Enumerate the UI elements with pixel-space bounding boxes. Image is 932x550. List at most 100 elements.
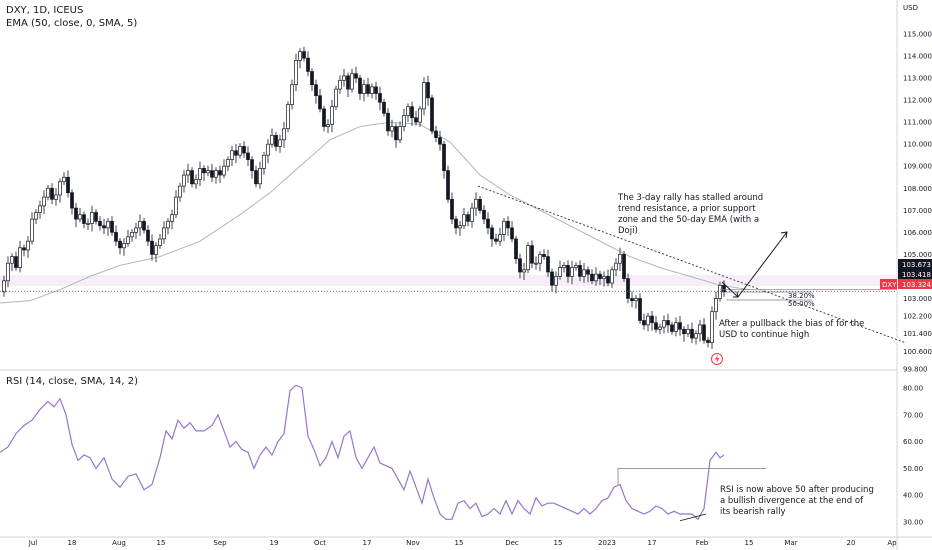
candle-up [42, 196, 46, 207]
symbol-label: DXY, 1D, ICEUS [6, 5, 83, 16]
candle-up [582, 269, 586, 277]
candle-up [178, 185, 182, 198]
rsi-note-line-1: RSI is now above 50 after producing [720, 485, 874, 495]
candle-up [350, 73, 354, 90]
candle-down [434, 130, 438, 138]
price-tick-label: 105.000 [903, 251, 932, 259]
candle-up [290, 84, 294, 105]
rally-line-2: trend resistance, a prior support [618, 204, 756, 214]
time-tick-label: 2023 [598, 539, 616, 547]
price-tick-label: 115.000 [903, 31, 932, 39]
candle-down [430, 97, 434, 132]
rsi-tick-label: 80.00 [903, 385, 923, 393]
candle-up [558, 267, 562, 277]
candle-down [82, 214, 86, 224]
time-tick-label: 19 [270, 539, 279, 547]
candle-down [302, 51, 306, 59]
rsi-annotation: RSI is now above 50 after producing a bu… [720, 485, 874, 517]
price-tick-label: 113.000 [903, 75, 932, 83]
candle-up [574, 265, 578, 268]
candle-up [174, 196, 178, 216]
candle-down [606, 276, 610, 284]
lightning-icon[interactable] [711, 353, 723, 365]
candle-up [662, 320, 666, 328]
last-close-value: 103.418 [902, 271, 931, 279]
price-tick-label: 100.600 [903, 348, 932, 356]
candle-up [330, 106, 334, 125]
candle-up [62, 176, 66, 183]
candle-down [366, 84, 370, 94]
candle-down [566, 265, 570, 277]
candle-down [234, 150, 238, 156]
candle-up [298, 51, 302, 61]
candle-down [318, 95, 322, 110]
candle-down [110, 220, 114, 233]
time-tick-label: 15 [157, 539, 166, 547]
candle-down [94, 212, 98, 222]
time-tick-label: Mar [784, 539, 797, 547]
candle-up [694, 333, 698, 339]
candle-up [534, 262, 538, 265]
candle-down [542, 254, 546, 257]
candle-down [706, 339, 710, 343]
candle-up [122, 243, 126, 249]
time-tick-label: Feb [696, 539, 709, 547]
time-tick-label: 15 [455, 539, 464, 547]
candle-down [382, 101, 386, 114]
candle-up [610, 269, 614, 284]
candle-down [510, 227, 514, 240]
candle-up [58, 181, 62, 196]
candle-up [710, 311, 714, 343]
rsi-note-line-2: a bullish divergence at the end of [720, 496, 864, 506]
candle-up [54, 194, 58, 200]
candle-up [262, 154, 266, 169]
candle-up [6, 262, 10, 282]
time-tick-label: 15 [745, 539, 754, 547]
candle-up [718, 284, 722, 299]
time-tick-label: Ap [887, 539, 897, 547]
candle-down [102, 225, 106, 229]
candle-up [90, 212, 94, 224]
rsi-divergence-line [679, 513, 707, 522]
candle-down [426, 82, 430, 99]
candle-down [586, 269, 590, 275]
candle-up [458, 225, 462, 229]
candle-up [342, 75, 346, 81]
candle-down [98, 220, 102, 227]
candle-down [546, 256, 550, 273]
candle-up [46, 187, 50, 198]
candle-up [554, 276, 558, 286]
candle-down [550, 271, 554, 286]
pullback-line-1: After a pullback the bias of for the [719, 319, 864, 329]
candle-down [70, 192, 74, 209]
candle-up [658, 326, 662, 330]
candle-down [118, 240, 122, 249]
rsi-line [0, 384, 725, 521]
candle-down [250, 159, 254, 171]
candle-up [106, 220, 110, 229]
candle-down [50, 187, 54, 200]
candle-down [466, 214, 470, 222]
candle-up [126, 236, 130, 244]
candle-down [478, 198, 482, 211]
candle-down [386, 112, 390, 132]
candle-down [66, 176, 70, 194]
candle-down [626, 278, 630, 299]
candle-up [130, 232, 134, 238]
candle-up [194, 179, 198, 185]
candle-up [418, 108, 422, 123]
candle-up [698, 324, 702, 335]
candle-up [686, 328, 690, 335]
candle-up [338, 79, 342, 90]
candle-up [10, 256, 14, 264]
candle-up [570, 267, 574, 277]
candle-down [486, 218, 490, 229]
time-tick-label: 15 [554, 539, 563, 547]
candle-up [170, 214, 174, 222]
candle-up [674, 322, 678, 332]
price-tick-label: 110.000 [903, 141, 932, 149]
candle-down [450, 198, 454, 220]
currency-label: USD [903, 4, 918, 12]
candle-up [594, 273, 598, 282]
candle-down [274, 135, 278, 147]
